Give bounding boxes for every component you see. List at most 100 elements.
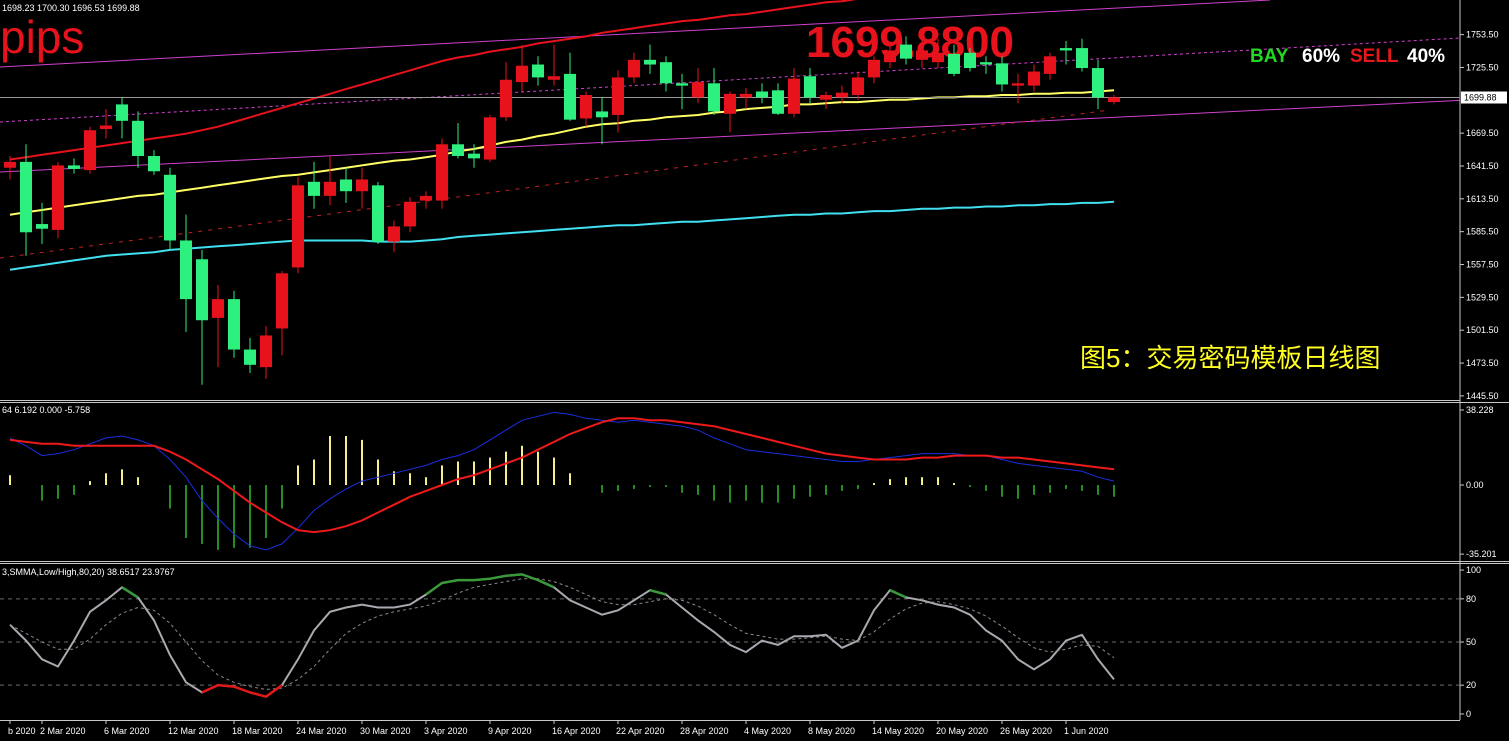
- panel-plot: [9, 411, 1115, 551]
- stochastic-line: [9, 573, 1115, 698]
- channel-line: [0, 109, 1111, 259]
- candle-body: [884, 50, 896, 63]
- stochastic-zone-segment: [201, 684, 219, 694]
- candle-body: [484, 117, 496, 160]
- x-tick-label: 8 May 2020: [808, 726, 855, 736]
- candle-body: [164, 174, 176, 241]
- candle-body: [612, 77, 624, 115]
- y-tick-label: 1585.50: [1466, 227, 1499, 237]
- candle-body: [356, 179, 368, 192]
- candle-body: [708, 83, 720, 112]
- x-tick-label: 16 Apr 2020: [552, 726, 601, 736]
- sentiment-name: BAY: [1250, 46, 1289, 67]
- candle-body: [324, 181, 336, 196]
- candle-body: [564, 73, 576, 120]
- caption: 图5：交易密码模板日线图: [1080, 343, 1380, 373]
- channel-line: [0, 0, 1271, 68]
- stochastic-zone-segment: [889, 589, 907, 599]
- stochastic-zone-segment: [217, 683, 235, 688]
- y-tick-label: 1501.50: [1466, 325, 1499, 335]
- y-tick-label: 1613.50: [1466, 194, 1499, 204]
- candle-body: [500, 79, 512, 118]
- current-price-tag: [1461, 91, 1507, 104]
- stochastic-zone-segment: [121, 586, 139, 599]
- candle-body: [340, 179, 352, 192]
- candle-body: [676, 83, 688, 86]
- candle-body: [1108, 97, 1120, 103]
- y-tick-label: 38.228: [1466, 405, 1494, 415]
- y-tick-label: 1725.50: [1466, 62, 1499, 72]
- x-tick-label: 3 Apr 2020: [424, 726, 468, 736]
- stochastic-zone-segment: [537, 578, 555, 589]
- y-tick-label: -35.201: [1466, 549, 1497, 559]
- y-tick-label: 1669.50: [1466, 128, 1499, 138]
- candle-body: [36, 224, 48, 229]
- candle-body: [20, 161, 32, 233]
- candle-body: [836, 92, 848, 98]
- candle-body: [180, 240, 192, 300]
- candle-body: [916, 50, 928, 60]
- stochastic-line: [9, 578, 1115, 691]
- x-tick-label: 12 Mar 2020: [168, 726, 219, 736]
- candle-body: [820, 95, 832, 100]
- stochastic-zone-segment: [249, 691, 267, 698]
- indicator-line: [9, 411, 1115, 551]
- candle-body: [516, 65, 528, 83]
- candle-body: [772, 90, 784, 114]
- candle-body: [996, 63, 1008, 85]
- candle-body: [644, 59, 656, 65]
- x-tick-label: 1 Jun 2020: [1064, 726, 1109, 736]
- moving-average: [9, 200, 1115, 271]
- x-tick-label: b 2020: [8, 726, 36, 736]
- y-tick-label: 1529.50: [1466, 292, 1499, 302]
- candle-body: [948, 53, 960, 74]
- watermark: pips: [0, 11, 84, 63]
- stochastic-zone-segment: [489, 574, 507, 580]
- candle-body: [388, 226, 400, 242]
- y-tick-label: 1753.50: [1466, 30, 1499, 40]
- candle-body: [292, 185, 304, 268]
- y-tick-label: 0: [1466, 709, 1471, 719]
- candle-body: [372, 185, 384, 242]
- x-tick-label: 30 Mar 2020: [360, 726, 411, 736]
- channel-line: [0, 37, 1460, 123]
- y-tick-label: 1641.50: [1466, 161, 1499, 171]
- x-tick-label: 9 Apr 2020: [488, 726, 532, 736]
- candle-body: [596, 111, 608, 118]
- x-tick-label: 28 Apr 2020: [680, 726, 729, 736]
- y-tick-label: 50: [1466, 637, 1476, 647]
- x-tick-label: 22 Apr 2020: [616, 726, 665, 736]
- candle-body: [132, 120, 144, 157]
- x-tick-label: 20 May 2020: [936, 726, 988, 736]
- candle-body: [660, 62, 672, 84]
- x-tick-label: 14 May 2020: [872, 726, 924, 736]
- y-tick-label: 0.00: [1466, 480, 1484, 490]
- x-tick-label: 2 Mar 2020: [40, 726, 86, 736]
- stochastic-zone-segment: [521, 573, 539, 582]
- stochastic-zone-segment: [265, 684, 283, 698]
- candle-body: [1060, 48, 1072, 51]
- candle-body: [1076, 48, 1088, 69]
- sentiment-name: SELL: [1350, 46, 1399, 67]
- candle-body: [244, 349, 256, 365]
- candle-body: [1028, 71, 1040, 86]
- candle-body: [724, 93, 736, 114]
- candle-body: [1044, 56, 1056, 74]
- stochastic-header: 3,SMMA,Low/High,80,20) 38.6517 23.9767: [2, 567, 175, 577]
- stochastic-zone-segment: [425, 581, 443, 596]
- candle-body: [212, 299, 224, 318]
- sentiment-share: 60%: [1302, 46, 1340, 67]
- y-tick-label: 20: [1466, 680, 1476, 690]
- candle-body: [260, 335, 272, 368]
- candle-body: [932, 52, 944, 63]
- candle-body: [804, 76, 816, 98]
- candle-body: [276, 273, 288, 329]
- candle-body: [404, 201, 416, 227]
- candle-body: [868, 59, 880, 78]
- x-tick-label: 26 May 2020: [1000, 726, 1052, 736]
- candle-body: [532, 64, 544, 78]
- stochastic-zone-segment: [233, 685, 251, 694]
- macd-header: 64 6.192 0.000 -5.758: [2, 405, 90, 415]
- x-tick-label: 4 May 2020: [744, 726, 791, 736]
- panel-plot: [0, 573, 1460, 698]
